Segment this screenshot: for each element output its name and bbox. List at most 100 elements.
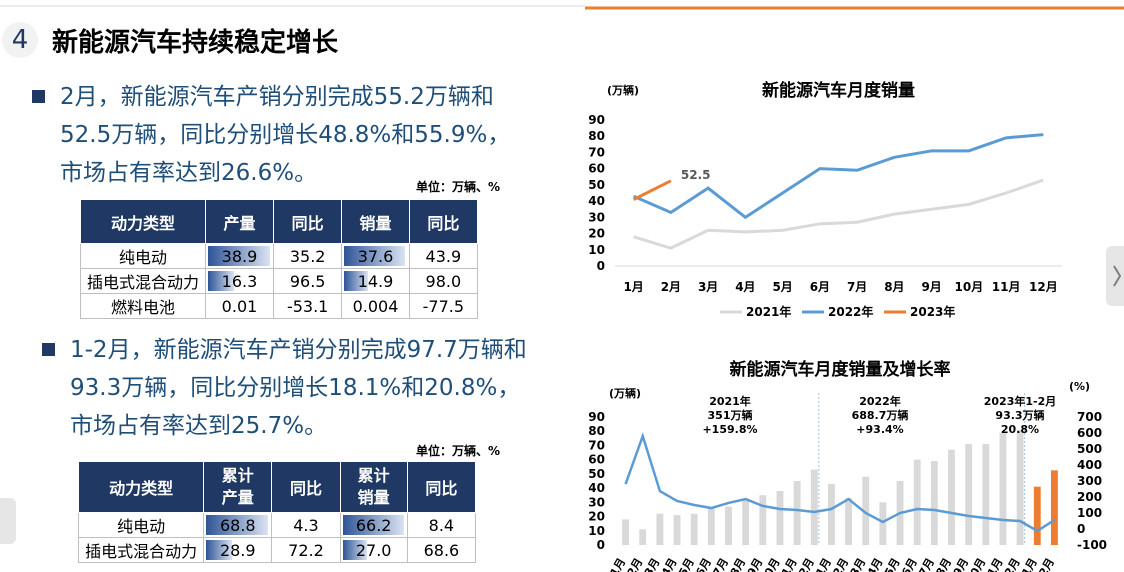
x-tick-label: 9月 bbox=[921, 280, 941, 294]
cell-text: 68.8 bbox=[219, 515, 256, 535]
y2-tick-label: 0 bbox=[1077, 522, 1085, 536]
cell-text: 8.4 bbox=[428, 515, 455, 535]
cell-text: 98.0 bbox=[425, 271, 462, 291]
cell: 43.9 bbox=[408, 243, 479, 269]
x-tick-label: 8月 bbox=[884, 280, 904, 294]
y-tick-label: 0 bbox=[597, 538, 605, 552]
cell-text: 27.0 bbox=[355, 540, 392, 560]
cell-text: -77.5 bbox=[422, 296, 465, 316]
cell-text: 68.6 bbox=[423, 540, 460, 560]
x-tick-label: 6月 bbox=[810, 280, 830, 294]
bullet: 1-2月，新能源汽车产销分别完成97.7万辆和93.3万辆，同比分别增长18.1… bbox=[38, 331, 530, 445]
cell-text: 纯电动 bbox=[118, 248, 167, 267]
data-label: 52.5 bbox=[681, 168, 711, 182]
bullet-text: 1-2月，新能源汽车产销分别完成97.7万辆和93.3万辆，同比分别增长18.1… bbox=[70, 337, 527, 439]
bullet: 2月，新能源汽车产销分别完成55.2万辆和52.5万辆，同比分别增长48.8%和… bbox=[28, 78, 530, 192]
bar bbox=[656, 513, 664, 545]
bar bbox=[707, 508, 715, 545]
chart-title: 新能源汽车月度销量及增长率 bbox=[730, 359, 951, 380]
y2-tick-label: 300 bbox=[1077, 474, 1102, 488]
cell-text: 35.2 bbox=[289, 246, 326, 266]
annotation: 20.8% bbox=[1001, 423, 1039, 436]
bar bbox=[793, 481, 801, 545]
header-cell: 同比 bbox=[273, 199, 343, 244]
bar bbox=[622, 519, 630, 545]
annotation: 2023年1-2月 bbox=[984, 394, 1057, 408]
cell-text: 38.9 bbox=[221, 246, 258, 266]
annotation: 93.3万辆 bbox=[995, 408, 1044, 422]
y-tick-label: 30 bbox=[588, 495, 605, 509]
cell: 98.0 bbox=[408, 268, 479, 294]
row: 插电式混合动力 16.3 96.5 14.9 98.0 bbox=[80, 268, 479, 294]
bar bbox=[862, 476, 870, 545]
bar bbox=[810, 469, 818, 545]
cell-text: 28.9 bbox=[219, 540, 256, 560]
annotation: 688.7万辆 bbox=[852, 408, 909, 422]
cell-text: 14.9 bbox=[357, 271, 394, 291]
y-tick-label: 10 bbox=[588, 243, 605, 257]
header-text: 动力类型 bbox=[109, 479, 174, 498]
data-bar bbox=[206, 540, 233, 560]
cell: 插电式混合动力 bbox=[80, 268, 206, 294]
header-cell: 销量 bbox=[341, 199, 410, 244]
annotation: 351万辆 bbox=[708, 408, 753, 422]
data-bar bbox=[207, 246, 270, 266]
header-text: 同比 bbox=[289, 479, 322, 498]
y-tick-label: 40 bbox=[588, 194, 605, 208]
header-cell: 动力类型 bbox=[80, 199, 206, 244]
series-line bbox=[632, 179, 672, 201]
y-tick-label: 90 bbox=[588, 113, 605, 127]
y-tick-label: 20 bbox=[588, 227, 605, 241]
cell-text: 43.9 bbox=[425, 246, 462, 266]
header-text: 累计产量 bbox=[221, 466, 254, 507]
y-tick-label: 50 bbox=[588, 178, 605, 192]
header-row: 动力类型 累计产量 同比 累计销量 同比 bbox=[77, 461, 477, 513]
cell-text: 37.6 bbox=[357, 246, 394, 266]
data-bar bbox=[344, 246, 406, 266]
bar bbox=[1033, 486, 1041, 545]
chart-title: 新能源汽车月度销量 bbox=[762, 80, 915, 101]
header-cell: 同比 bbox=[406, 461, 477, 513]
series-line bbox=[633, 178, 1044, 250]
legend-label: 2022年 bbox=[828, 304, 873, 319]
bar bbox=[982, 444, 990, 545]
cell-text: 96.5 bbox=[289, 271, 326, 291]
y2-tick-label: 600 bbox=[1077, 426, 1102, 440]
unit-label: 单位：万辆、% bbox=[416, 444, 501, 458]
y-tick-label: 90 bbox=[588, 410, 605, 424]
bar bbox=[690, 513, 698, 545]
bar bbox=[913, 459, 921, 545]
x-tick-label: 7月 bbox=[847, 280, 867, 294]
cell: 0.004 bbox=[341, 293, 410, 319]
next-button[interactable] bbox=[1106, 246, 1124, 306]
cell-text: 16.3 bbox=[221, 271, 258, 291]
header-text: 销量 bbox=[359, 213, 392, 233]
y2-tick-label: 100 bbox=[1077, 506, 1102, 520]
x-tick-label: 10月 bbox=[955, 280, 984, 294]
prev-button[interactable] bbox=[0, 498, 16, 544]
cell: 14.9 bbox=[341, 268, 410, 294]
cell: 27.0 bbox=[339, 537, 408, 563]
data-bar bbox=[344, 271, 369, 291]
header-text: 同比 bbox=[427, 213, 460, 233]
data-bar bbox=[207, 271, 234, 291]
cell: 16.3 bbox=[204, 268, 275, 294]
x-tick-label: 3月 bbox=[698, 280, 718, 294]
bar bbox=[930, 461, 938, 545]
x-tick-label: 5月 bbox=[772, 280, 792, 294]
row: 纯电动 68.8 4.3 66.2 8.4 bbox=[77, 512, 477, 538]
series-line bbox=[633, 133, 1044, 220]
x-tick-label: 2月 bbox=[1036, 556, 1057, 572]
cell: 96.5 bbox=[273, 268, 343, 294]
cell-text: 0.01 bbox=[221, 296, 258, 316]
bullet-text: 2月，新能源汽车产销分别完成55.2万辆和52.5万辆，同比分别增长48.8%和… bbox=[60, 84, 511, 186]
bar bbox=[845, 498, 853, 545]
bar bbox=[639, 529, 647, 545]
y-tick-label: 80 bbox=[588, 129, 605, 143]
cell: -53.1 bbox=[273, 293, 343, 319]
series-line bbox=[624, 432, 1056, 533]
bar bbox=[948, 449, 955, 545]
bar bbox=[1016, 429, 1024, 545]
data-bar bbox=[342, 540, 368, 560]
